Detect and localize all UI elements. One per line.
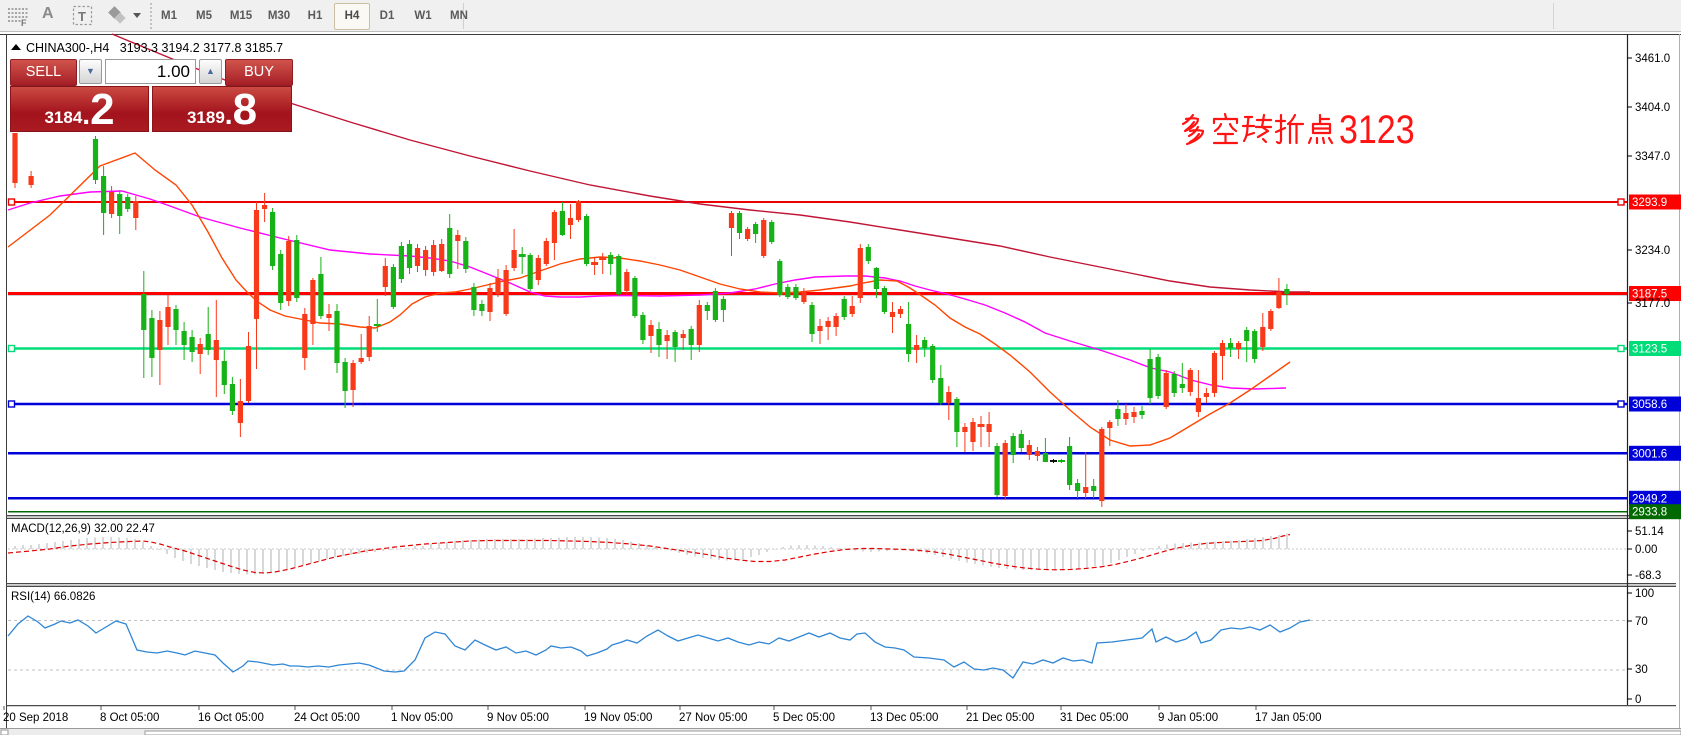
svg-text:3347.0: 3347.0 [1635, 151, 1670, 163]
svg-text:-68.3: -68.3 [1635, 570, 1661, 582]
svg-text:19 Nov 05:00: 19 Nov 05:00 [584, 712, 652, 724]
svg-text:51.14: 51.14 [1635, 526, 1664, 538]
svg-text:31 Dec 05:00: 31 Dec 05:00 [1060, 712, 1128, 724]
svg-text:3123: 3123 [1339, 108, 1415, 152]
svg-text:RSI(14) 66.0826: RSI(14) 66.0826 [11, 591, 95, 603]
svg-text:24 Oct 05:00: 24 Oct 05:00 [294, 712, 360, 724]
svg-text:27 Nov 05:00: 27 Nov 05:00 [679, 712, 747, 724]
svg-text:13 Dec 05:00: 13 Dec 05:00 [870, 712, 938, 724]
svg-text:5 Dec 05:00: 5 Dec 05:00 [773, 712, 835, 724]
svg-text:3058.6: 3058.6 [1632, 399, 1667, 411]
svg-text:3404.0: 3404.0 [1635, 102, 1670, 114]
svg-text:100: 100 [1635, 588, 1654, 600]
svg-text:3001.6: 3001.6 [1632, 448, 1667, 460]
svg-text:8 Oct 05:00: 8 Oct 05:00 [100, 712, 159, 724]
svg-text:9 Nov 05:00: 9 Nov 05:00 [487, 712, 549, 724]
svg-text:F: F [21, 18, 27, 27]
svg-text:70: 70 [1635, 616, 1648, 628]
svg-text:2933.8: 2933.8 [1632, 507, 1667, 519]
svg-text:2949.2: 2949.2 [1632, 493, 1667, 505]
svg-text:17 Jan 05:00: 17 Jan 05:00 [1255, 712, 1322, 724]
svg-text:0.00: 0.00 [1635, 544, 1657, 556]
svg-text:1 Nov 05:00: 1 Nov 05:00 [391, 712, 453, 724]
svg-text:3177.0: 3177.0 [1635, 298, 1670, 310]
svg-text:3293.9: 3293.9 [1632, 197, 1667, 209]
svg-text:T: T [78, 9, 86, 24]
svg-text:3461.0: 3461.0 [1635, 53, 1670, 65]
svg-text:MACD(12,26,9) 32.00 22.47: MACD(12,26,9) 32.00 22.47 [11, 523, 155, 535]
svg-text:21 Dec 05:00: 21 Dec 05:00 [966, 712, 1034, 724]
svg-text:3234.0: 3234.0 [1635, 245, 1670, 257]
svg-text:0: 0 [1635, 694, 1641, 706]
svg-text:3187.5: 3187.5 [1632, 289, 1667, 301]
svg-text:30: 30 [1635, 664, 1648, 676]
svg-text:16 Oct 05:00: 16 Oct 05:00 [198, 712, 264, 724]
svg-text:3123.5: 3123.5 [1632, 344, 1667, 356]
svg-text:20 Sep 2018: 20 Sep 2018 [3, 712, 68, 724]
svg-text:CHINA300-,H4 3193.3 3194.2 3: CHINA300-,H4 3193.3 3194.2 3177.8 3185.7 [26, 41, 283, 55]
svg-text:9 Jan 05:00: 9 Jan 05:00 [1158, 712, 1218, 724]
